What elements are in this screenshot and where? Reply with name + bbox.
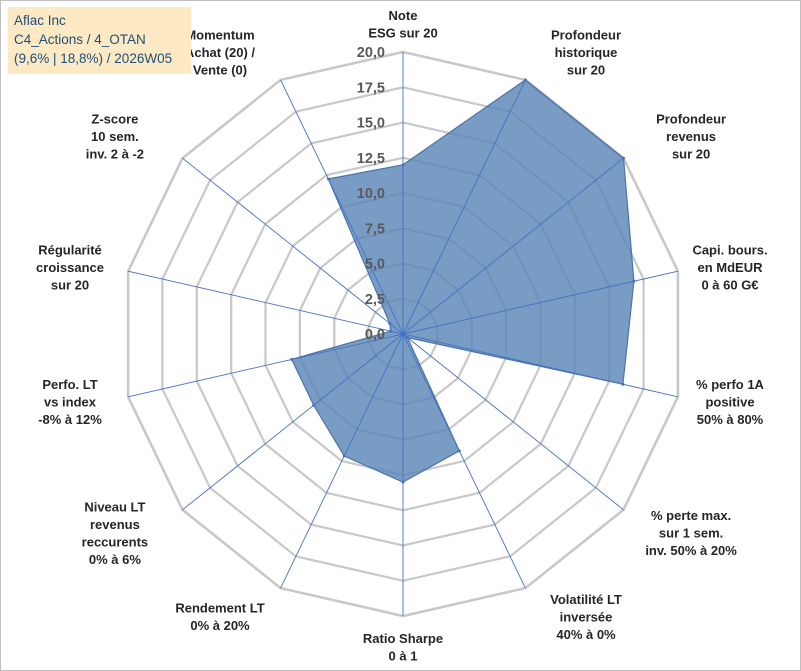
axis-label-line: Volatilité LT [550, 592, 622, 607]
axis-spoke [402, 79, 526, 335]
company-name: Aflac Inc [14, 13, 66, 28]
axis-spoke [402, 333, 679, 398]
axis-label-line: Z-score [91, 112, 138, 127]
axis-label-line: positive [705, 395, 754, 410]
chart-title-box: Aflac Inc C4_Actions / 4_OTAN (9,6% | 18… [8, 7, 191, 74]
axis-label-line: Momentum [185, 28, 254, 43]
axis-spoke [402, 333, 526, 589]
axis-label-line: Rendement LT [175, 601, 264, 616]
axis-label-line: % perte max. [651, 508, 731, 523]
axis-label: Note ESG sur 20 [368, 8, 437, 41]
axis-label: Régularité croissance sur 20 [36, 243, 104, 293]
axis-label-line: 50% à 80% [697, 412, 764, 427]
axis-label-line: croissance [36, 260, 104, 275]
axis-label-line: Vente (0) [193, 63, 247, 78]
axis-label-line: 40% à 0% [556, 627, 616, 642]
axis-label-line: Régularité [38, 243, 102, 258]
axis-label: % perte max. sur 1 sem. inv. 50% à 20% [645, 508, 737, 558]
axis-label-line: sur 20 [567, 63, 605, 78]
axis-label-line: Niveau LT [84, 499, 145, 514]
axis-label-line: 0% à 20% [190, 618, 250, 633]
axis-label-line: sur 20 [51, 278, 89, 293]
axis-spoke [280, 79, 404, 335]
axis-label-line: -8% à 12% [38, 412, 102, 427]
tick-label: 5,0 [365, 257, 385, 273]
score-week-summary: (9,6% | 18,8%) / 2026W05 [14, 51, 173, 66]
axis-label-line: sur 1 sem. [659, 526, 723, 541]
axis-label-line: revenus [666, 129, 716, 144]
axis-label: Perfo. LT vs index -8% à 12% [38, 377, 102, 427]
axis-label-line: 10 sem. [91, 129, 139, 144]
axis-label-line: reccurents [82, 534, 148, 549]
axis-label-line: Capi. bours. [692, 243, 767, 258]
axis-spoke [280, 333, 404, 589]
axis-label-line: ESG sur 20 [368, 26, 437, 41]
tick-label: 20,0 [357, 45, 385, 61]
tick-label: 2,5 [365, 292, 385, 308]
axis-spoke [127, 333, 404, 398]
axis-spoke [402, 270, 679, 335]
radial-tick-labels: 0,0 2,5 5,0 7,5 10,0 12,5 15,0 17,5 20,0 [357, 45, 385, 343]
axis-label: % perfo 1A positive 50% à 80% [696, 377, 765, 427]
axis-label-line: 0 à 1 [389, 649, 418, 664]
axis-label: Ratio Sharpe 0 à 1 [363, 631, 443, 664]
axis-label-line: inversée [560, 609, 613, 624]
axis-label-line: inv. 2 à -2 [86, 147, 144, 162]
axis-label-line: Ratio Sharpe [363, 631, 443, 646]
tick-label: 12,5 [357, 151, 385, 167]
axis-label: Profondeur historique sur 20 [551, 28, 621, 78]
axis-spoke [402, 333, 624, 511]
axis-label-line: Profondeur [551, 28, 621, 43]
axis-label-line: sur 20 [672, 147, 710, 162]
axis-label-line: historique [555, 45, 618, 60]
axis-spoke [182, 157, 404, 335]
axis-label: Capi. bours. en MdEUR 0 à 60 G€ [692, 243, 767, 293]
axis-label-line: vs index [44, 395, 97, 410]
tick-label: 10,0 [357, 186, 385, 202]
axis-label-line: 0% à 6% [89, 552, 141, 567]
axis-label-line: Perfo. LT [42, 377, 97, 392]
axis-label: Niveau LT revenus reccurents 0% à 6% [82, 499, 148, 567]
axis-spoke [127, 270, 404, 335]
tick-label: 7,5 [365, 221, 385, 237]
axis-spoke [402, 157, 624, 335]
axis-label-line: Achat (20) / [185, 45, 255, 60]
axis-label: Volatilité LT inversée 40% à 0% [550, 592, 622, 642]
axis-spoke [182, 333, 404, 511]
series-area [290, 79, 635, 483]
tick-label: 15,0 [357, 116, 385, 132]
axis-label: Profondeur revenus sur 20 [656, 112, 726, 162]
axis-label: Z-score 10 sem. inv. 2 à -2 [86, 112, 144, 162]
axis-label-line: revenus [90, 517, 140, 532]
axis-label: Momentum Achat (20) / Vente (0) [185, 28, 255, 78]
radar-series [127, 52, 679, 616]
axis-label-line: inv. 50% à 20% [645, 543, 737, 558]
axis-label: Rendement LT 0% à 20% [175, 601, 264, 634]
axis-label-line: % perfo 1A [696, 377, 765, 392]
portfolio-category: C4_Actions / 4_OTAN [14, 32, 146, 47]
axis-label-line: 0 à 60 G€ [701, 278, 758, 293]
axis-labels: Note ESG sur 20 Profondeur historique sur 20… [36, 8, 768, 664]
tick-label: 0,0 [365, 327, 385, 343]
axis-label-line: Note [389, 8, 418, 23]
axis-label-line: Profondeur [656, 112, 726, 127]
tick-label: 17,5 [357, 80, 385, 96]
axis-label-line: en MdEUR [698, 260, 764, 275]
